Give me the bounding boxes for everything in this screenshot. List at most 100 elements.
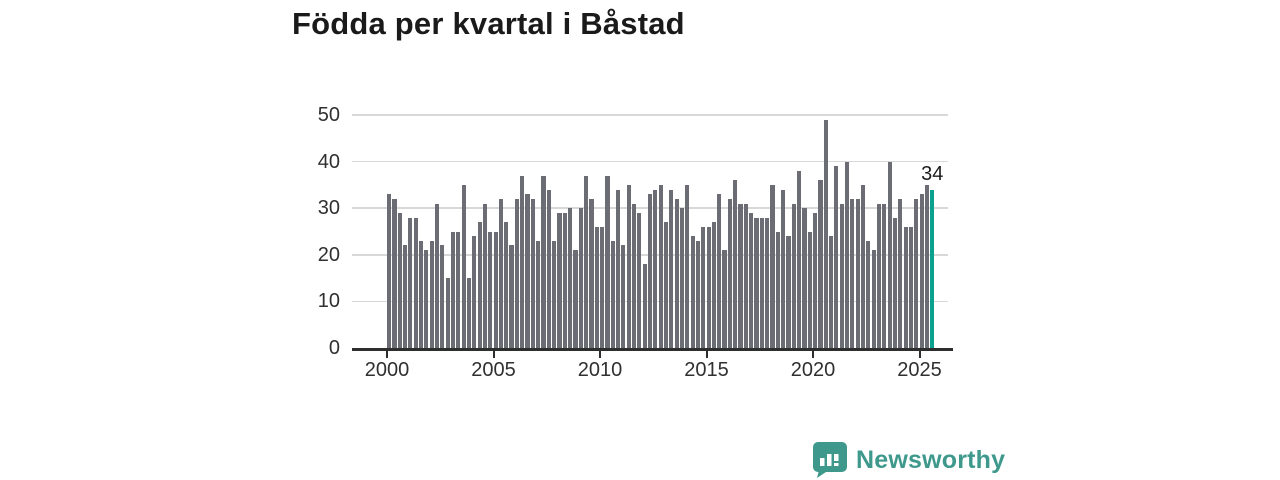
y-tick-label-30: 30: [317, 197, 340, 220]
x-tick-label-2025: 2025: [897, 359, 942, 381]
bar-2022q3: [866, 240, 871, 348]
bar-2010q1: [600, 226, 605, 348]
newsworthy-wordmark: Newsworthy: [856, 445, 1006, 474]
bar-2014q4: [701, 226, 706, 348]
bar-2024q4: [914, 198, 919, 348]
bar-2025q2: [924, 184, 929, 348]
bar-2010q4: [615, 189, 621, 348]
bar-2024q1: [898, 198, 903, 348]
bar-2004q1: [472, 236, 477, 348]
bar-2013q3: [674, 198, 679, 348]
bar-2001q1: [408, 217, 413, 348]
bar-2015q4: [722, 250, 727, 348]
bar-2000q3: [397, 212, 402, 348]
bar-2016q3: [738, 203, 743, 348]
bar-2016q2: [733, 180, 738, 348]
bar-2009q2: [584, 175, 589, 348]
bar-2008q1: [557, 212, 562, 348]
bar-2021q1: [834, 166, 839, 348]
y-tick-label-50: 50: [317, 104, 340, 126]
bar-2006q3: [525, 194, 530, 348]
bar-2007q2: [541, 175, 546, 348]
bar-2008q3: [568, 208, 573, 348]
bar-2016q1: [727, 198, 732, 348]
bar-2017q1: [749, 212, 754, 348]
bar-2013q4: [679, 208, 685, 348]
bar-2023q4: [892, 217, 898, 348]
bar-2023q2: [882, 203, 887, 348]
x-tick-label-2005: 2005: [471, 359, 516, 381]
bar-2024q3: [908, 226, 914, 348]
bar-2008q2: [562, 212, 567, 348]
bar-2010q2: [605, 175, 610, 348]
newsworthy-bar-chart-bubble-icon: [813, 442, 847, 478]
bar-2007q1: [536, 240, 541, 348]
bar-2012q4: [658, 184, 663, 348]
bar-2018q2: [775, 231, 780, 348]
bar-2000q1: [387, 194, 392, 348]
bar-2019q1: [791, 203, 796, 348]
bar-2001q3: [418, 240, 424, 348]
bar-2000q2: [392, 198, 397, 348]
bar-2009q1: [578, 208, 583, 348]
bar-2005q2: [498, 198, 503, 348]
x-tick-2000: [386, 350, 388, 358]
bar-2005q4: [509, 245, 514, 348]
bar-2003q1: [450, 231, 456, 348]
bar-2017q3: [759, 217, 764, 348]
bar-2004q2: [477, 222, 482, 348]
bar-2006q4: [530, 198, 535, 348]
bar-2011q3: [631, 203, 637, 348]
x-tick-2005: [492, 350, 495, 358]
bar-2012q3: [653, 189, 658, 348]
bar-2006q1: [514, 198, 519, 348]
x-tick-label-2015: 2015: [684, 359, 729, 381]
bar-2015q2: [711, 222, 716, 348]
bar-2011q1: [621, 245, 626, 348]
bar-2012q2: [647, 194, 653, 348]
newsworthy-logo[interactable]: Newsworthy: [812, 441, 1005, 479]
x-tick-2010: [599, 350, 601, 358]
bar-2021q3: [844, 161, 850, 348]
y-tick-label-0: 0: [328, 337, 340, 359]
bar-2020q4: [828, 236, 834, 348]
bar-2009q3: [589, 198, 594, 348]
bar-2015q3: [717, 194, 722, 348]
y-tick-label-10: 10: [317, 290, 340, 313]
bar-2016q4: [743, 203, 748, 348]
bar-2025q3: [930, 189, 935, 348]
bar-2002q2: [434, 203, 440, 348]
x-tick-label-2010: 2010: [577, 359, 623, 381]
bar-2025q1: [919, 194, 924, 348]
bar-2019q3: [802, 208, 807, 348]
bar-2007q3: [546, 189, 551, 348]
bar-2014q3: [695, 240, 701, 348]
bar-2002q1: [429, 240, 434, 348]
bar-2001q2: [413, 217, 418, 348]
bar-2015q1: [706, 226, 711, 348]
bar-2000q4: [402, 245, 408, 348]
bar-2002q4: [445, 278, 450, 348]
y-tick-label-40: 40: [317, 150, 340, 173]
bar-2013q1: [663, 222, 669, 348]
gridline-50: [352, 114, 948, 116]
x-axis-baseline: [352, 348, 953, 351]
highlight-value-label: 34: [921, 162, 944, 185]
bar-2012q1: [642, 264, 647, 348]
bar-2020q2: [818, 180, 823, 348]
bar-2019q2: [797, 170, 802, 348]
x-tick-2015: [705, 350, 708, 358]
bar-2014q1: [685, 184, 690, 348]
x-tick-label-2000: 2000: [364, 359, 410, 381]
bar-2007q4: [552, 240, 557, 348]
bar-2022q2: [860, 184, 866, 348]
bar-2003q3: [461, 184, 466, 348]
bar-2011q2: [626, 184, 631, 348]
bar-2018q4: [786, 236, 791, 348]
bar-2009q4: [594, 226, 599, 348]
bar-2020q1: [813, 212, 818, 348]
bar-2022q4: [871, 250, 876, 348]
bar-2024q2: [903, 226, 908, 348]
bar-2008q4: [573, 250, 578, 348]
